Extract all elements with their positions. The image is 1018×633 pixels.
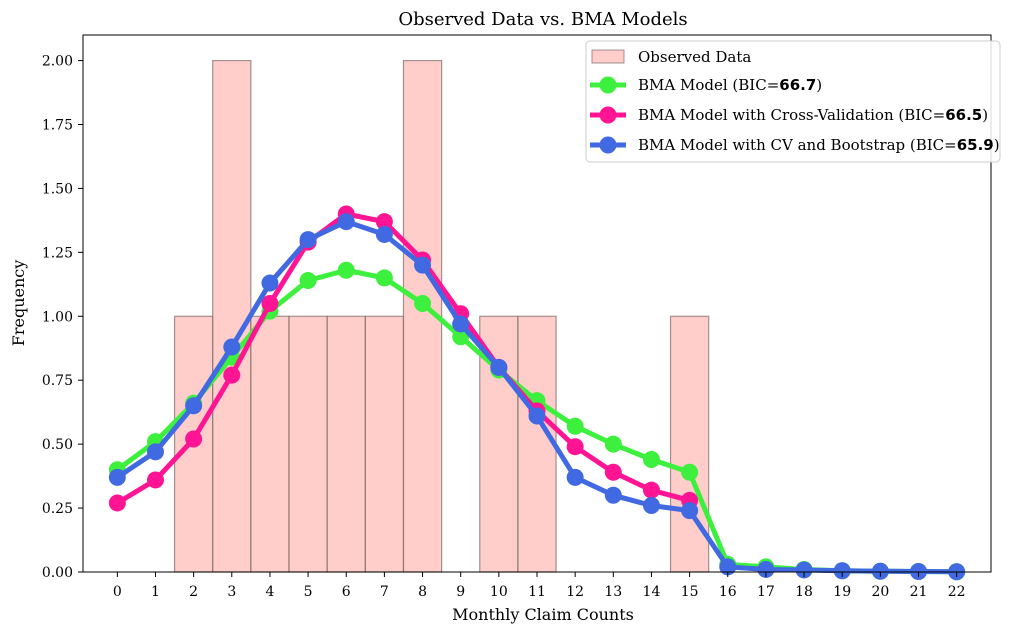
series-line <box>116 211 691 506</box>
legend-label-3: BMA Model with CV and Bootstrap (BIC=65.… <box>638 136 1000 154</box>
series-point <box>910 562 928 580</box>
series-point <box>604 486 622 504</box>
legend-label-1: BMA Model (BIC=66.7) <box>638 76 822 94</box>
x-tick-label: 20 <box>871 584 889 600</box>
series-point <box>414 295 432 312</box>
x-tick-label: 0 <box>113 584 122 600</box>
x-tick-label: 22 <box>948 584 966 600</box>
x-tick-label: 6 <box>342 584 351 600</box>
series-point <box>299 271 317 289</box>
observed-bar <box>517 315 557 573</box>
series-point <box>185 397 203 415</box>
series-point <box>757 560 775 578</box>
series-point <box>642 481 660 499</box>
series-point <box>528 407 546 425</box>
observed-bars <box>173 59 710 573</box>
x-tick-label: 3 <box>227 584 236 600</box>
series-point <box>642 497 660 515</box>
series-point <box>261 295 279 312</box>
series-point <box>566 438 584 456</box>
legend-marker-3 <box>599 136 617 154</box>
series-point <box>146 443 164 461</box>
series-point <box>299 231 317 249</box>
legend-marker-2 <box>599 106 617 124</box>
observed-bar <box>212 59 252 573</box>
series-point <box>642 450 660 468</box>
y-axis: 0.00 0.25 0.50 0.75 1.00 1.25 1.50 1.75 2.00 <box>42 54 83 581</box>
observed-bar <box>250 315 290 573</box>
series-point <box>375 213 393 231</box>
series-point <box>146 471 164 489</box>
x-tick-label: 17 <box>757 584 775 600</box>
x-tick-label: 12 <box>566 584 584 600</box>
series-point <box>452 315 470 333</box>
x-tick-label: 9 <box>456 584 465 600</box>
y-tick-label: 0.50 <box>42 437 73 453</box>
series-point <box>223 338 241 356</box>
observed-bar <box>326 315 366 573</box>
x-tick-label: 21 <box>910 584 928 600</box>
observed-bar <box>364 315 405 573</box>
x-tick-label: 2 <box>189 584 198 600</box>
x-tick-label: 19 <box>833 584 851 600</box>
series-point <box>681 463 699 481</box>
x-axis-title: Monthly Claim Counts <box>452 605 634 624</box>
legend-label-observed: Observed Data <box>638 48 751 66</box>
series-point <box>375 269 393 287</box>
series-point <box>566 417 584 435</box>
chart-title: Observed Data vs. BMA Models <box>398 9 687 30</box>
y-axis-title: Frequency <box>9 260 28 347</box>
x-tick-label: 4 <box>265 584 274 600</box>
x-axis: 0 1 2 3 4 5 6 7 8 9 10 11 12 13 14 15 16 17 18 19 20 21 22 <box>113 572 966 600</box>
series-point <box>337 213 355 231</box>
x-tick-label: 18 <box>795 584 813 600</box>
legend-swatch-observed <box>591 49 625 64</box>
series-point <box>261 274 279 292</box>
y-tick-label: 1.00 <box>42 309 73 325</box>
series-point <box>185 430 203 448</box>
series-point <box>223 366 241 384</box>
x-tick-label: 10 <box>490 584 508 600</box>
series-point <box>337 261 355 279</box>
series-point <box>795 561 813 579</box>
legend-label-2: BMA Model with Cross-Validation (BIC=66.… <box>638 106 988 124</box>
series-point <box>833 562 851 580</box>
series-point <box>871 562 889 580</box>
series-point <box>681 502 699 520</box>
series-3 <box>108 213 966 581</box>
y-tick-label: 0.00 <box>42 565 73 581</box>
y-tick-label: 1.75 <box>42 118 73 134</box>
series-point <box>566 468 584 486</box>
observed-bar <box>288 315 328 573</box>
legend: Observed Data BMA Model (BIC=66.7) BMA Mod… <box>585 40 1001 163</box>
series-point <box>490 358 508 376</box>
series-point <box>108 494 126 512</box>
model-lines <box>108 205 966 581</box>
y-tick-label: 0.75 <box>42 373 73 389</box>
y-tick-label: 1.25 <box>42 245 73 261</box>
x-tick-label: 1 <box>151 584 160 600</box>
series-point <box>604 435 622 453</box>
y-tick-label: 1.50 <box>42 181 73 197</box>
x-tick-label: 7 <box>380 584 389 600</box>
x-tick-label: 14 <box>643 584 661 600</box>
x-tick-label: 13 <box>604 584 622 600</box>
y-tick-label: 0.25 <box>42 501 73 517</box>
legend-frame <box>585 40 1001 163</box>
series-point <box>414 256 432 274</box>
legend-marker-1 <box>599 76 617 94</box>
x-tick-label: 11 <box>528 584 546 600</box>
x-tick-label: 16 <box>719 584 737 600</box>
series-point <box>108 468 126 486</box>
series-point <box>375 225 393 243</box>
series-point <box>719 558 737 576</box>
series-point <box>604 463 622 481</box>
y-tick-label: 2.00 <box>42 54 73 70</box>
x-tick-label: 5 <box>304 584 313 600</box>
x-tick-label: 8 <box>418 584 427 600</box>
x-tick-label: 15 <box>681 584 699 600</box>
